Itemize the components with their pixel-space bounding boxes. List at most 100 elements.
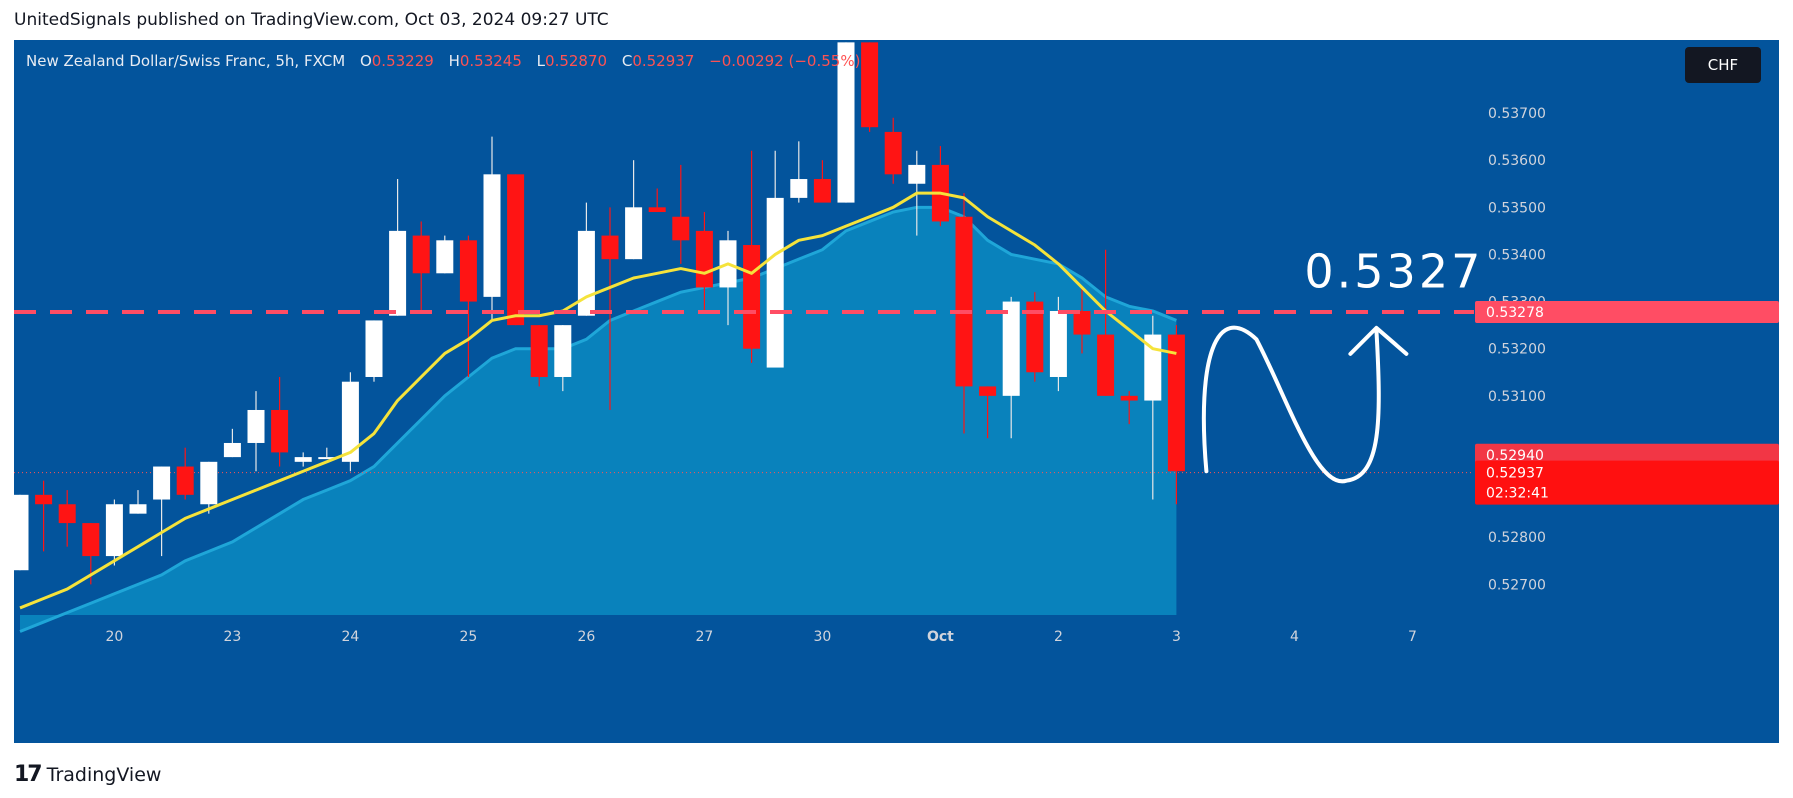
candle-body	[1002, 301, 1020, 396]
change-value: −0.00292 (−0.55%)	[709, 52, 861, 70]
time-tick-label: 23	[223, 629, 241, 645]
open-value: 0.53229	[371, 52, 434, 70]
countdown-label: 02:32:41	[1486, 486, 1549, 502]
resistance-price-label-bg	[1475, 300, 1779, 323]
bid-price-label: 0.52940	[1486, 448, 1544, 464]
time-tick-label: 2	[1054, 629, 1063, 645]
candle-body	[837, 42, 855, 203]
price-tick-label: 0.53600	[1488, 153, 1546, 169]
close-label: C	[621, 52, 633, 70]
candle-body	[790, 179, 808, 198]
time-tick-label: 26	[577, 629, 595, 645]
candle-body	[577, 230, 595, 316]
time-tick-label: 20	[105, 629, 123, 645]
tradingview-logo[interactable]: 17 TradingView	[14, 762, 161, 787]
price-tick-label: 0.53100	[1488, 389, 1546, 405]
candle-body	[459, 240, 477, 302]
time-tick-label: 30	[813, 629, 831, 645]
price-axis-bg	[1474, 40, 1779, 743]
candle-body	[884, 131, 902, 175]
time-tick-label: 25	[459, 629, 477, 645]
resistance-price-label: 0.53278	[1486, 305, 1544, 321]
candle-body	[271, 409, 289, 453]
candle-body	[1097, 334, 1115, 396]
candle-body	[1073, 311, 1091, 335]
candle-body	[105, 504, 123, 557]
price-tick-label: 0.52800	[1488, 530, 1546, 546]
projection-arrowhead	[1348, 325, 1409, 356]
candle-body	[507, 174, 525, 326]
candle-body	[766, 197, 784, 368]
bid-price-label-bg	[1475, 443, 1779, 466]
open-label: O	[359, 52, 372, 70]
candle-body	[436, 240, 454, 274]
time-tick-label: 3	[1172, 629, 1181, 645]
candle-body	[223, 442, 241, 458]
candle-body	[695, 230, 713, 288]
low-value: 0.52870	[545, 52, 608, 70]
time-tick-label: 7	[1408, 629, 1417, 645]
tradingview-brand: TradingView	[46, 763, 162, 786]
candle-body	[1026, 301, 1044, 373]
candle-body	[294, 457, 312, 462]
candle-body	[365, 320, 383, 377]
price-tick-label: 0.53400	[1488, 247, 1546, 263]
last-price-label-bg	[1475, 460, 1779, 505]
candle-body	[1167, 334, 1185, 472]
candle-body	[82, 523, 100, 557]
candle-body	[389, 230, 407, 316]
price-tick-label: 0.53200	[1488, 342, 1546, 358]
low-label: L	[536, 52, 546, 70]
candle-body	[861, 42, 879, 128]
tradingview-logo-icon: 17	[14, 762, 43, 787]
candle-body	[247, 409, 265, 443]
symbol-legend: New Zealand Dollar/Swiss Franc, 5h, FXCM…	[26, 52, 860, 70]
symbol-name: New Zealand Dollar/Swiss Franc, 5h, FXCM	[26, 52, 346, 70]
time-tick-label: 4	[1290, 629, 1299, 645]
area-band	[20, 207, 1177, 632]
candle-body	[625, 207, 643, 260]
price-tick-label: 0.52700	[1488, 577, 1546, 593]
currency-button[interactable]: CHF	[1685, 47, 1761, 83]
high-label: H	[448, 52, 460, 70]
time-axis-bg	[14, 615, 1474, 743]
candle-body	[530, 325, 548, 377]
candle-body	[1049, 311, 1067, 377]
candle-body	[554, 325, 572, 377]
candle-body	[318, 457, 336, 460]
candle-body	[129, 504, 147, 514]
target-price-annotation: 0.5327	[1304, 245, 1483, 299]
candle-body	[35, 494, 53, 505]
ema-line	[19, 191, 1177, 610]
high-value: 0.53245	[459, 52, 522, 70]
time-tick-label: Oct	[927, 629, 954, 645]
price-tick-label: 0.53700	[1488, 106, 1546, 122]
publisher-caption: UnitedSignals published on TradingView.c…	[14, 10, 609, 30]
candle-body	[176, 466, 194, 495]
candle-body	[743, 245, 761, 349]
price-tick-label: 0.53500	[1488, 200, 1546, 216]
price-chart[interactable]: 0.537000.536000.535000.534000.533000.532…	[14, 40, 1779, 743]
candle-body	[483, 174, 501, 297]
candle-body	[412, 235, 430, 274]
area-band-edge	[19, 205, 1177, 633]
candle-body	[14, 494, 29, 571]
candle-body	[648, 207, 666, 213]
candle-body	[672, 216, 690, 241]
chart-panel[interactable]: 0.537000.536000.535000.534000.533000.532…	[14, 40, 1779, 743]
candle-body	[601, 235, 619, 260]
candle-body	[955, 216, 973, 387]
candle-body	[58, 504, 76, 524]
last-price-label: 0.52937	[1486, 466, 1544, 482]
time-tick-label: 24	[341, 629, 359, 645]
candle-body	[908, 164, 926, 184]
candle-body	[153, 466, 171, 500]
candle-body	[813, 179, 831, 203]
candle-body	[979, 386, 997, 396]
close-value: 0.52937	[632, 52, 695, 70]
projection-path	[1201, 325, 1381, 484]
time-tick-label: 27	[695, 629, 713, 645]
candle-body	[341, 381, 359, 462]
candle-body	[1120, 395, 1138, 401]
candle-body	[200, 461, 218, 505]
